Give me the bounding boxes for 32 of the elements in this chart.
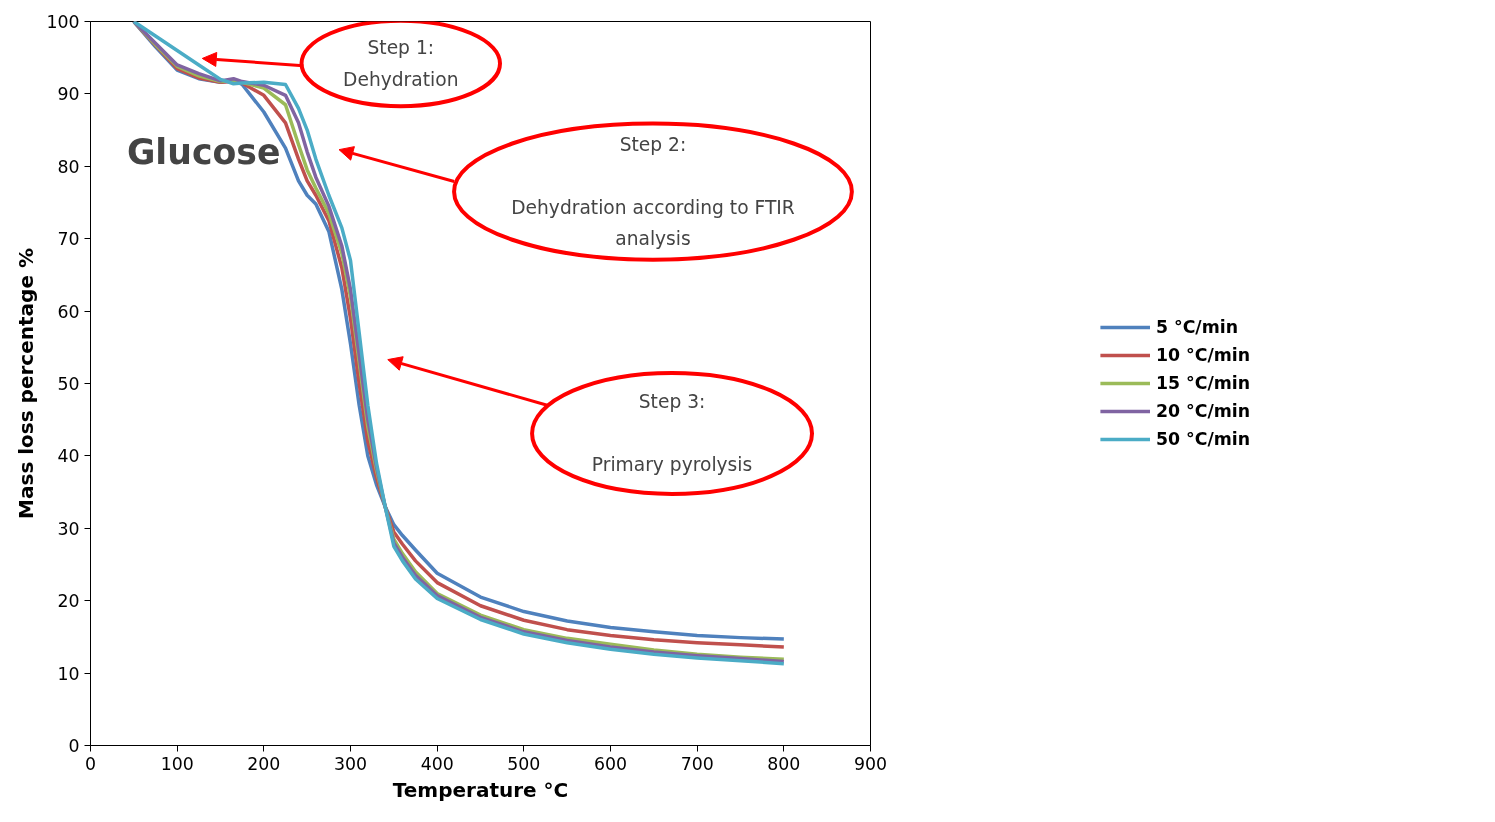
text: Step 2: Dehydration according to FTIR analysis	[511, 133, 795, 250]
legend-label: 5 °C/min	[1155, 317, 1239, 337]
x-axis-title: Temperature °C	[392, 777, 569, 802]
x-tick-label: 400	[420, 753, 454, 774]
x-tick-label: 500	[507, 753, 541, 774]
y-tick-label: 40	[57, 446, 80, 467]
annotation: Step 1: Dehydration	[343, 37, 459, 90]
text: Step 3: Primary pyrolysis	[591, 391, 753, 476]
legend-label: 10 °C/min	[1155, 345, 1251, 365]
x-tick-label: 800	[767, 753, 801, 774]
y-tick-label: 50	[57, 374, 80, 394]
x-tick-label: 900	[853, 753, 888, 774]
legend-label: 50 °C/min	[1155, 429, 1251, 449]
y-tick-label: 80	[57, 156, 80, 177]
y-tick-label: 90	[57, 84, 80, 105]
y-tick-label: 70	[57, 229, 80, 250]
y-tick-label: 100	[46, 12, 80, 32]
y-axis-title: Mass loss percentage %	[14, 248, 39, 519]
x-tick-label: 0	[84, 753, 97, 774]
annotation: Glucose	[126, 131, 281, 172]
x-tick-label: 100	[160, 753, 194, 774]
y-tick-label: 0	[68, 736, 80, 756]
x-tick-label: 200	[247, 753, 281, 774]
y-tick-label: 30	[57, 518, 80, 539]
legend-label: 15 °C/min	[1155, 373, 1251, 393]
y-tick-label: 60	[57, 301, 80, 322]
legend-label: 20 °C/min	[1155, 401, 1251, 421]
x-tick-label: 300	[333, 753, 368, 774]
x-tick-label: 600	[593, 753, 628, 774]
x-tick-label: 700	[680, 753, 714, 774]
y-tick-label: 20	[57, 591, 80, 612]
y-tick-label: 10	[57, 663, 80, 684]
